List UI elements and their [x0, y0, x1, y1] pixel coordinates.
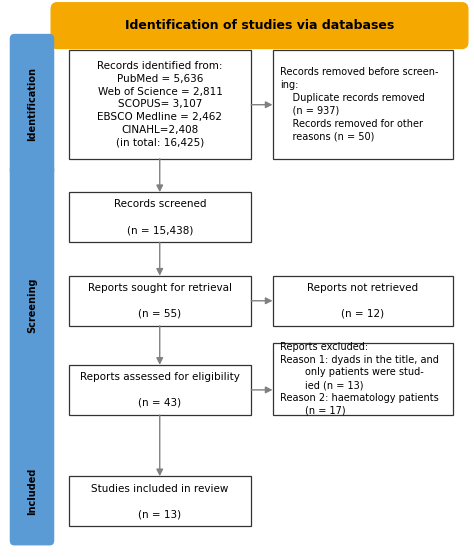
FancyBboxPatch shape: [69, 276, 251, 326]
FancyBboxPatch shape: [69, 50, 251, 159]
FancyBboxPatch shape: [10, 438, 54, 545]
FancyBboxPatch shape: [273, 50, 453, 159]
FancyBboxPatch shape: [69, 476, 251, 526]
FancyBboxPatch shape: [273, 343, 453, 415]
Text: Reports not retrieved

(n = 12): Reports not retrieved (n = 12): [307, 283, 418, 319]
Text: Included: Included: [27, 468, 37, 515]
FancyBboxPatch shape: [10, 165, 54, 444]
Text: Records screened

(n = 15,438): Records screened (n = 15,438): [114, 199, 206, 235]
Text: Reports assessed for eligibility

(n = 43): Reports assessed for eligibility (n = 43…: [80, 372, 240, 408]
FancyBboxPatch shape: [51, 3, 468, 48]
FancyBboxPatch shape: [69, 192, 251, 242]
Text: Identification: Identification: [27, 67, 37, 141]
Text: Reports excluded:
Reason 1: dyads in the title, and
        only patients were s: Reports excluded: Reason 1: dyads in the…: [280, 342, 438, 416]
FancyBboxPatch shape: [69, 365, 251, 415]
Text: Records removed before screen-
ing:
    Duplicate records removed
    (n = 937)
: Records removed before screen- ing: Dupl…: [280, 67, 438, 141]
Text: Screening: Screening: [27, 277, 37, 333]
FancyBboxPatch shape: [273, 276, 453, 326]
FancyBboxPatch shape: [10, 35, 54, 174]
Text: Records identified from:
PubMed = 5,636
Web of Science = 2,811
SCOPUS= 3,107
EBS: Records identified from: PubMed = 5,636 …: [97, 61, 223, 148]
Text: Reports sought for retrieval

(n = 55): Reports sought for retrieval (n = 55): [88, 283, 232, 319]
Text: Identification of studies via databases: Identification of studies via databases: [125, 19, 394, 32]
Text: Studies included in review

(n = 13): Studies included in review (n = 13): [91, 483, 228, 519]
